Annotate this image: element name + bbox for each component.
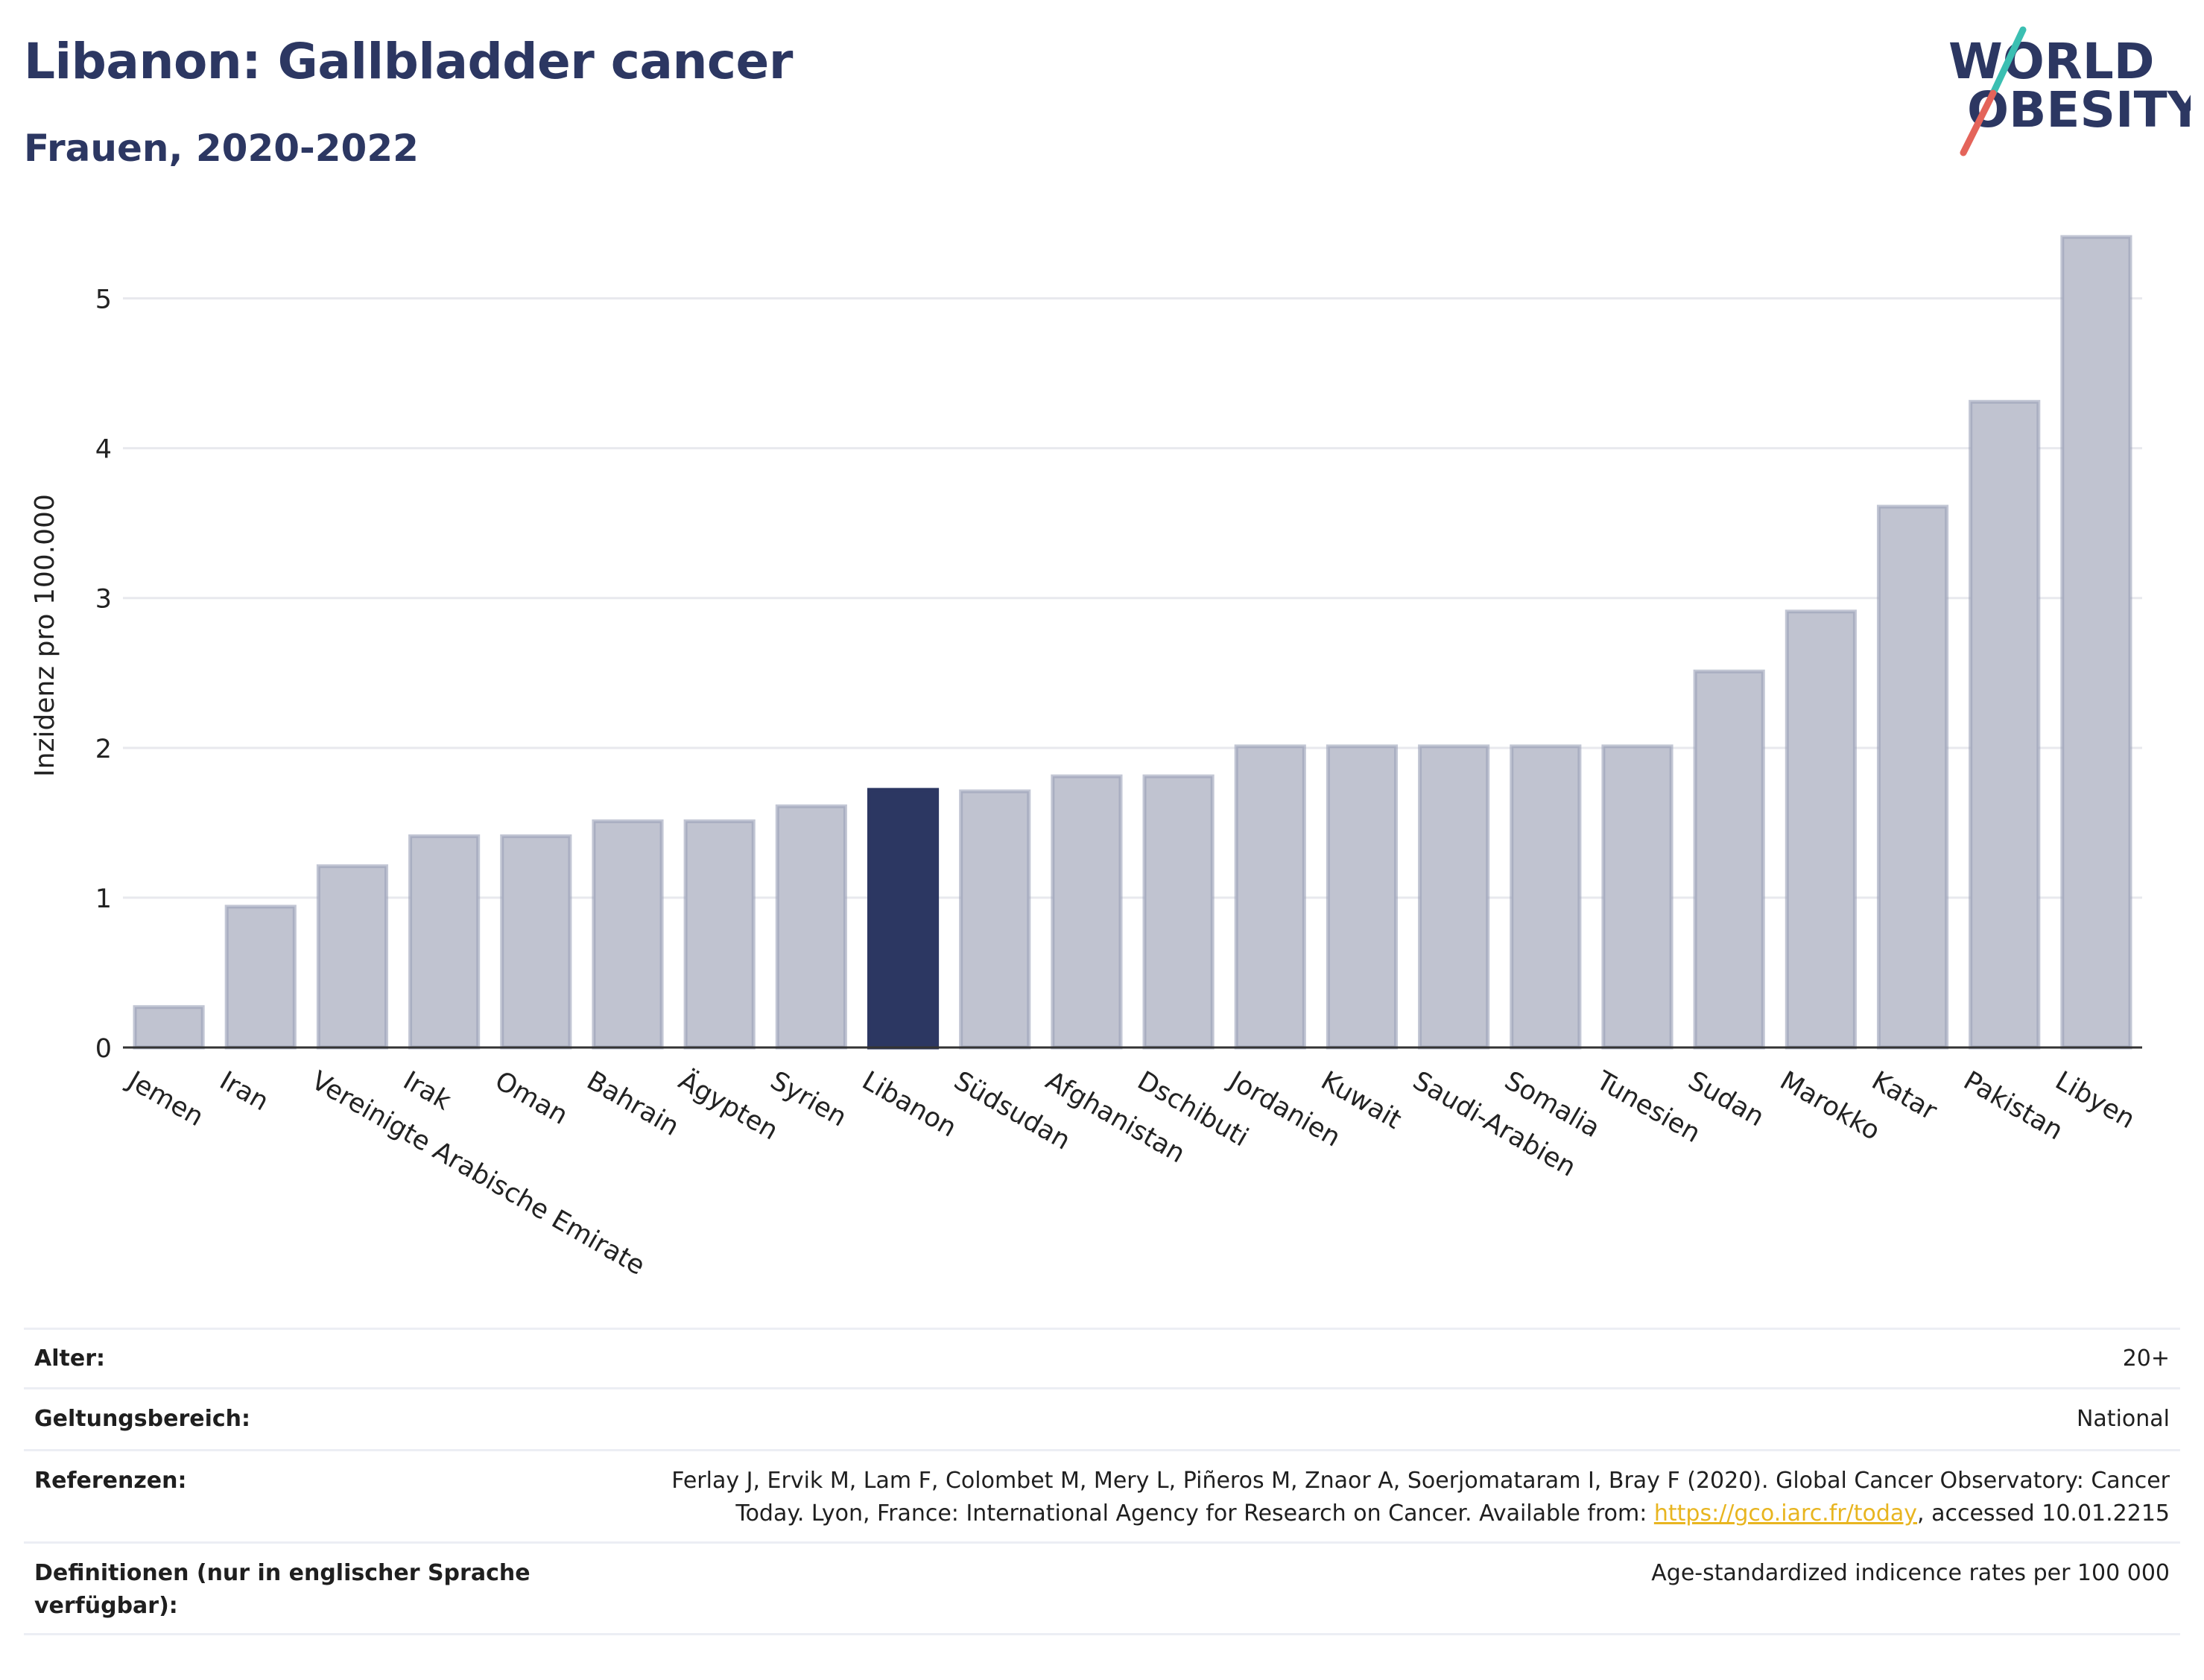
bar-pakistan[interactable] — [1969, 399, 2041, 1050]
meta-row-scope: Geltungsbereich: National — [24, 1387, 2180, 1449]
y-tick-label: 5 — [95, 285, 112, 315]
y-tick-label: 0 — [95, 1034, 112, 1064]
reference-line-2-suffix: , accessed 10.01.2215 — [1917, 1500, 2170, 1527]
x-tick-label: Iran — [215, 1066, 273, 1118]
bar-chart: 0 1 2 3 4 5 Jemen Iran Vereinigte Arabische Emi… — [30, 235, 2142, 1281]
meta-value-definitions: Age-standardized indicence rates per 100… — [1651, 1560, 2170, 1586]
x-tick-label: Oman — [490, 1066, 572, 1131]
chart-subtitle: Frauen, 2020-2022 — [24, 127, 419, 170]
x-tick-label: Pakistan — [1958, 1066, 2068, 1147]
bar-afghanistan[interactable] — [1051, 774, 1123, 1050]
meta-value-references: Ferlay J, Ervik M, Lam F, Colombet M, Me… — [671, 1465, 2170, 1541]
meta-value-scope: National — [2076, 1406, 2170, 1432]
meta-value-age: 20+ — [2122, 1345, 2170, 1372]
bar-iran[interactable] — [224, 904, 297, 1050]
x-tick-label: Marokko — [1775, 1066, 1885, 1147]
meta-row-definitions: Definitionen (nur in englischer Sprache … — [24, 1541, 2180, 1635]
x-tick-label: Bahrain — [582, 1066, 684, 1142]
x-tick-label: Ägypten — [674, 1065, 784, 1147]
meta-row-age: Alter: 20+ — [24, 1328, 2180, 1387]
bar-vereinigte-arabische-emirate[interactable] — [316, 864, 389, 1050]
reference-line-2: Today. Lyon, France: International Agenc… — [671, 1497, 2170, 1530]
bar-kuwait[interactable] — [1326, 744, 1399, 1050]
meta-row-references: Referenzen: Ferlay J, Ervik M, Lam F, Co… — [24, 1449, 2180, 1541]
bar-jemen[interactable] — [133, 1005, 205, 1050]
bar-libanon[interactable] — [867, 787, 940, 1050]
bar-oman[interactable] — [500, 834, 572, 1050]
reference-line-2-text: Today. Lyon, France: International Agenc… — [735, 1500, 1654, 1527]
bar-katar[interactable] — [1876, 504, 1949, 1050]
world-obesity-logo: WORLD OBESITY — [1948, 26, 2191, 156]
meta-key-definitions: Definitionen (nur in englischer Sprache … — [34, 1560, 531, 1619]
x-tick-label: Irak — [398, 1066, 456, 1117]
bar-syrien[interactable] — [775, 804, 847, 1050]
bar-marokko[interactable] — [1785, 609, 1857, 1050]
bar-ägypten[interactable] — [683, 819, 756, 1050]
bar-dschibuti[interactable] — [1142, 774, 1215, 1050]
x-tick-label: Saudi-Arabien — [1407, 1066, 1580, 1183]
x-tick-label: Jemen — [121, 1065, 209, 1132]
logo-line1: WORLD — [1948, 33, 2155, 90]
bar-südsudan[interactable] — [959, 789, 1031, 1050]
reference-link[interactable]: https://gco.iarc.fr/today — [1653, 1500, 1918, 1527]
x-tick-label: Tunesien — [1591, 1065, 1706, 1149]
bar-irak[interactable] — [408, 834, 481, 1050]
meta-key-age: Alter: — [34, 1345, 105, 1372]
bar-tunesien[interactable] — [1601, 744, 1673, 1050]
x-tick-label: Libanon — [857, 1066, 961, 1144]
y-tick-label: 1 — [95, 884, 112, 914]
y-tick-label: 3 — [95, 585, 112, 615]
logo-line2: OBESITY — [1967, 81, 2191, 139]
metadata-table: Alter: 20+ Geltungsbereich: National Ref… — [24, 1328, 2180, 1635]
y-tick-label: 2 — [95, 735, 112, 764]
bar-saudi-arabien[interactable] — [1418, 744, 1490, 1050]
meta-key-scope: Geltungsbereich: — [34, 1406, 251, 1432]
x-axis-ticks: Jemen Iran Vereinigte Arabische EmirateIra… — [121, 1065, 2140, 1281]
bar-somalia[interactable] — [1510, 744, 1582, 1050]
reference-line-1: Ferlay J, Ervik M, Lam F, Colombet M, Me… — [671, 1468, 2170, 1494]
y-tick-label: 4 — [95, 435, 112, 465]
meta-key-references: Referenzen: — [34, 1468, 187, 1494]
bar-jordanien[interactable] — [1234, 744, 1306, 1050]
y-axis-ticks: 0 1 2 3 4 5 — [95, 285, 112, 1064]
chart-title: Libanon: Gallbladder cancer — [24, 33, 793, 90]
y-axis-label: Inzidenz pro 100.000 — [30, 494, 60, 777]
bars — [133, 235, 2132, 1050]
bar-libyen[interactable] — [2060, 235, 2132, 1050]
bar-sudan[interactable] — [1693, 669, 1765, 1050]
bar-bahrain[interactable] — [592, 819, 664, 1050]
